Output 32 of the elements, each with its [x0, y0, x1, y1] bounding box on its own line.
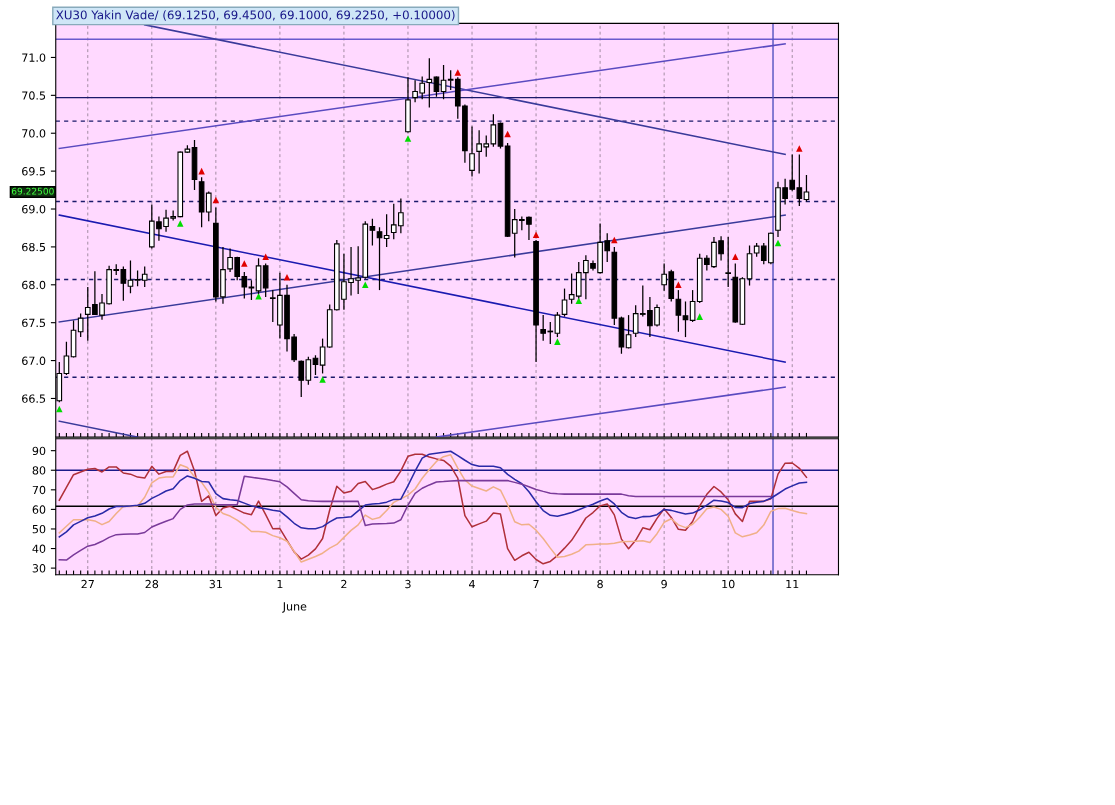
y-tick-label: 70 — [32, 485, 46, 495]
y-tick-label: 66.5 — [22, 394, 46, 403]
y-tick-label: 70.5 — [22, 91, 46, 100]
y-tick-label: 71.0 — [22, 53, 46, 62]
y-tick-label: 80 — [32, 466, 46, 475]
x-tick-label: 31 — [209, 579, 222, 589]
x-tick-label: 3 — [405, 579, 411, 589]
x-tick-label: 1 — [277, 579, 283, 589]
y-tick-label: 40 — [32, 544, 46, 553]
y-tick-label: 70.0 — [22, 129, 46, 138]
x-tick-label: 28 — [145, 579, 159, 589]
y-tick-label: 68.5 — [22, 242, 46, 252]
y-tick-label: 60 — [32, 505, 46, 514]
text: 69.22500 — [11, 187, 54, 195]
y-tick-label: 30 — [32, 564, 46, 573]
x-tick-label: 9 — [661, 579, 667, 589]
y-tick-label: 90 — [32, 446, 46, 456]
x-tick-label: 2 — [341, 579, 347, 589]
x-tick-label: 7 — [533, 579, 539, 589]
x-tick-label: 10 — [722, 579, 735, 589]
text: June — [282, 602, 307, 613]
y-tick-label: 69.5 — [22, 167, 46, 176]
y-tick-label: 67.0 — [22, 356, 46, 365]
y-tick-label: 67.5 — [22, 318, 46, 328]
x-tick-label: 4 — [469, 579, 475, 589]
x-tick-label: 27 — [81, 579, 94, 589]
x-tick-label: 8 — [597, 579, 603, 589]
y-tick-label: 69.0 — [22, 204, 46, 214]
y-tick-label: 50 — [32, 524, 46, 534]
x-tick-label: 11 — [786, 579, 799, 589]
chart-title: XU30 Yakin Vade/ (69.1250, 69.4500, 69.1000, 69.2250, +0.10000) — [56, 10, 455, 21]
y-tick-label: 68.0 — [22, 280, 46, 290]
